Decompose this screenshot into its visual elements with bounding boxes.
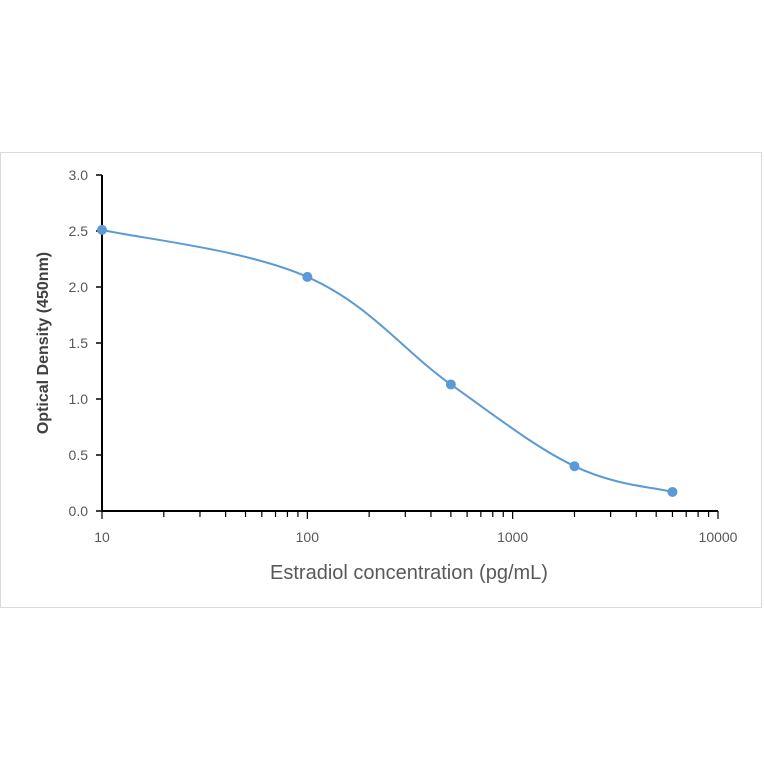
x-tick-label: 10000 <box>699 529 738 545</box>
chart-frame <box>0 152 762 608</box>
y-tick-label: 3.0 <box>69 167 89 183</box>
y-axis-ticks: 0.0 0.5 1.0 1.5 2.0 2.5 3.0 <box>69 167 102 519</box>
y-tick-label: 0.0 <box>69 503 89 519</box>
data-point <box>569 461 580 472</box>
series-line <box>101 228 673 493</box>
data-points <box>97 224 678 497</box>
y-axis-title: Optical Density (450nm) <box>35 252 52 434</box>
y-tick-label: 2.0 <box>69 279 89 295</box>
x-tick-label: 10 <box>94 529 110 545</box>
data-point <box>667 486 678 497</box>
y-tick-label: 0.5 <box>69 447 89 463</box>
y-tick-label: 1.5 <box>69 335 89 351</box>
data-point <box>445 379 456 390</box>
y-tick-label: 2.5 <box>69 223 89 239</box>
x-tick-label: 1000 <box>497 529 528 545</box>
x-tick-label: 100 <box>296 529 320 545</box>
y-tick-label: 1.0 <box>69 391 89 407</box>
x-axis-title: Estradiol concentration (pg/mL) <box>270 562 548 584</box>
data-point <box>302 271 313 282</box>
data-point <box>97 224 107 235</box>
x-axis-ticks: 10 100 1000 10000 <box>94 511 738 545</box>
